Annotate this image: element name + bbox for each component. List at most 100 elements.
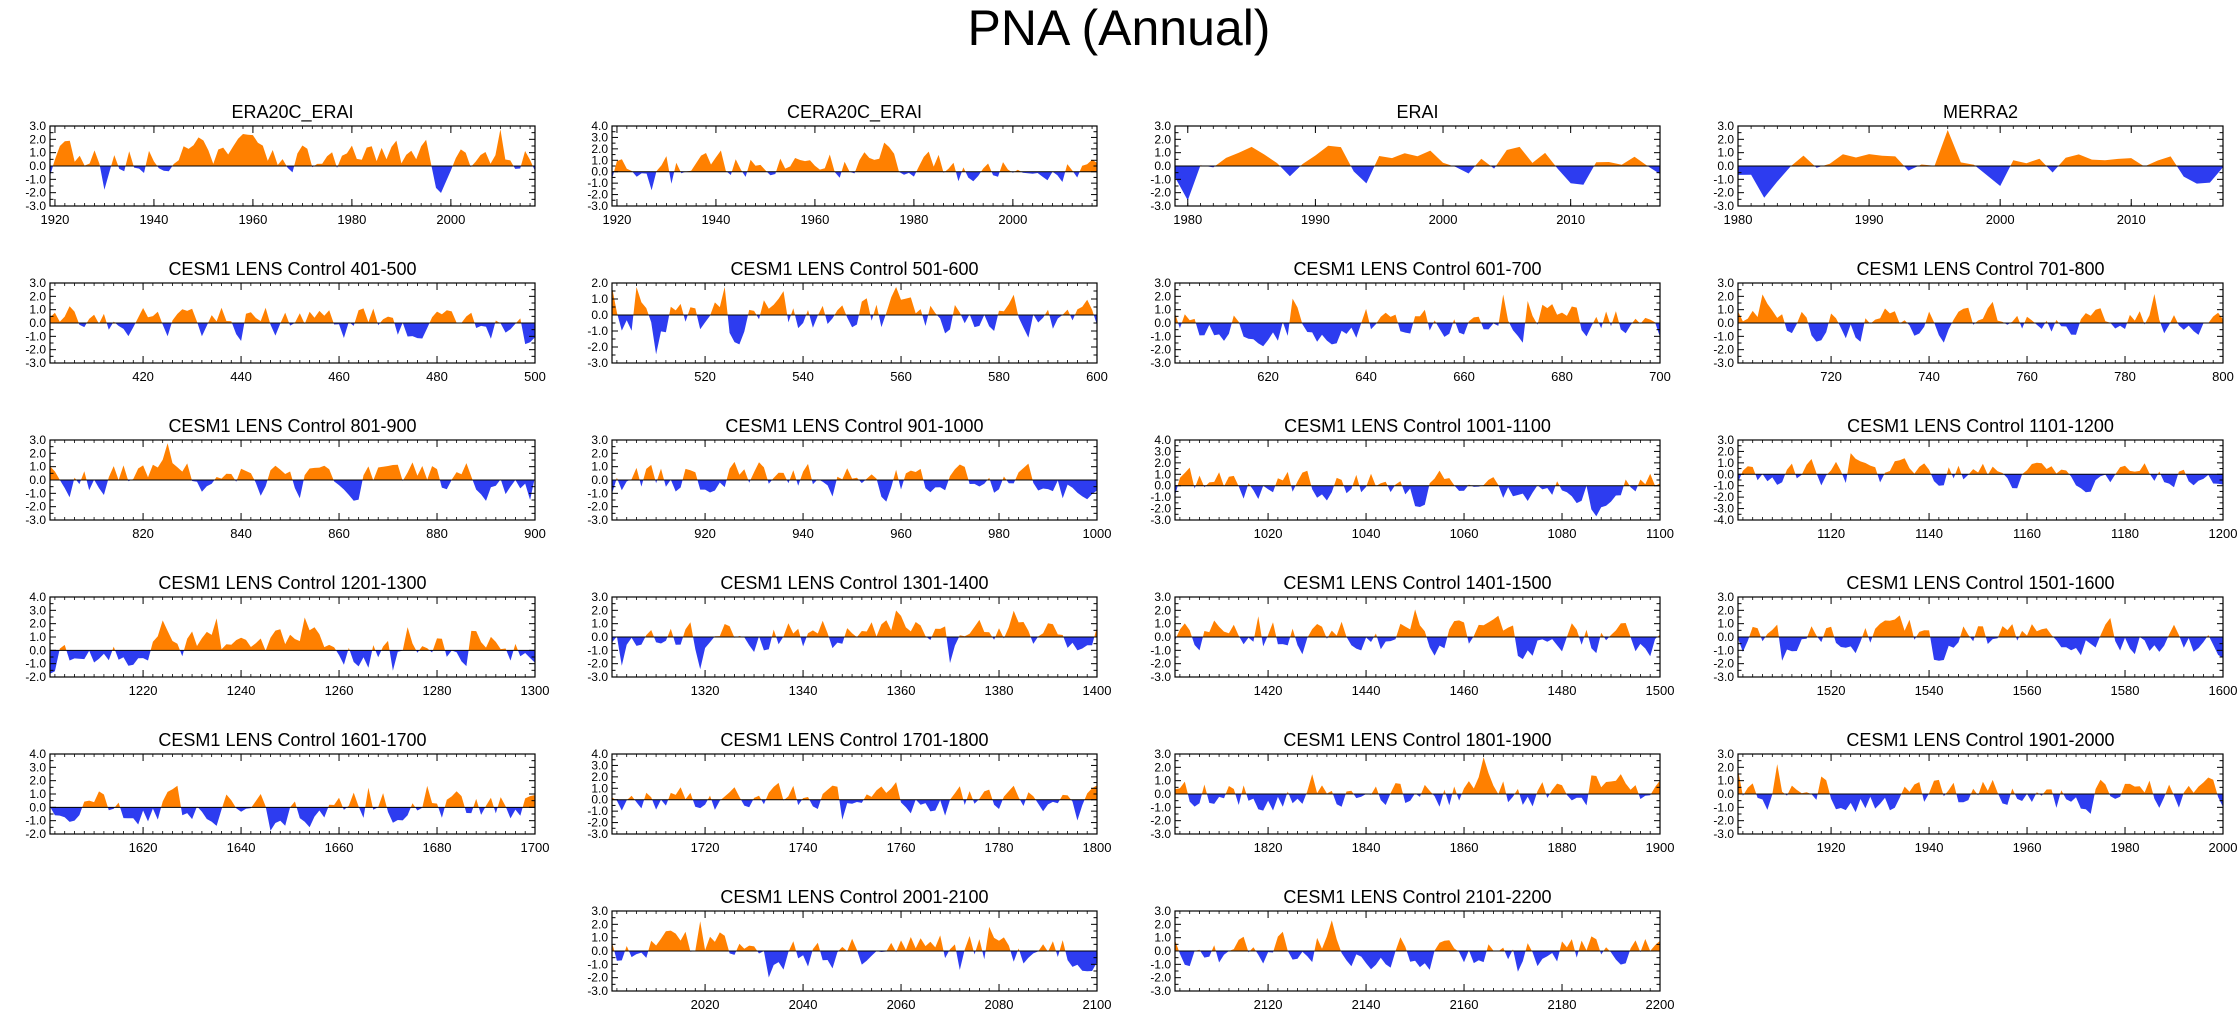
y-tick-label: 2.0	[29, 617, 46, 631]
negative-anomaly-area	[1738, 166, 2223, 198]
y-tick-label: -1.0	[1713, 800, 1734, 814]
chart-panel: ERA20C_ERAI -3.0-2.0-1.00.01.02.03.0 1920 1…	[25, 102, 536, 227]
y-tick-label: 3.0	[591, 904, 608, 918]
x-tick-label: 1600	[2209, 683, 2238, 698]
y-tick-label: 3.0	[591, 433, 608, 447]
panel-title: CESM1 LENS Control 1701-1800	[720, 730, 988, 750]
x-tick-label: 2080	[985, 997, 1014, 1012]
x-tick-label: 1100	[1646, 526, 1674, 541]
panel-title: CESM1 LENS Control 901-1000	[725, 416, 983, 436]
y-tick-label: -1.0	[587, 643, 608, 657]
x-tick-label: 1940	[701, 212, 730, 227]
x-tick-label: 520	[694, 369, 716, 384]
y-tick-label: 0.0	[29, 643, 46, 657]
x-tick-label: 2120	[1254, 997, 1283, 1012]
y-tick-label: 1.0	[1717, 146, 1734, 160]
y-tick-label: -1.0	[1150, 800, 1171, 814]
y-tick-label: 3.0	[1154, 904, 1171, 918]
y-tick-label: 3.0	[29, 760, 46, 774]
x-tick-label: 1640	[227, 840, 256, 855]
y-tick-label: 4.0	[591, 747, 608, 761]
y-tick-label: 3.0	[591, 130, 608, 144]
y-tick-label: -3.0	[25, 513, 46, 527]
y-tick-label: -2.0	[25, 827, 46, 841]
y-tick-label: 0.0	[1717, 316, 1734, 330]
panel-title: CESM1 LENS Control 501-600	[730, 259, 978, 279]
x-tick-label: 760	[2016, 369, 2038, 384]
x-tick-label: 1300	[521, 683, 550, 698]
chart-panel: CESM1 LENS Control 1501-1600 -3.0-2.0-1.0…	[1713, 573, 2237, 698]
x-tick-label: 1560	[2013, 683, 2042, 698]
x-tick-label: 2000	[1429, 212, 1458, 227]
y-tick-label: -3.0	[587, 199, 608, 213]
negative-anomaly-area	[1175, 323, 1660, 347]
x-tick-label: 1660	[325, 840, 354, 855]
y-tick-label: 0.0	[1154, 630, 1171, 644]
chart-panel: CESM1 LENS Control 2001-2100 -3.0-2.0-1.0…	[587, 887, 1111, 1012]
y-tick-label: 0.0	[1717, 467, 1734, 481]
x-tick-label: 920	[694, 526, 716, 541]
panel-title: CESM1 LENS Control 1201-1300	[158, 573, 426, 593]
x-tick-label: 660	[1453, 369, 1475, 384]
positive-anomaly-area	[1175, 757, 1660, 794]
x-tick-label: 1500	[1646, 683, 1675, 698]
x-tick-label: 1520	[1817, 683, 1846, 698]
y-tick-label: 3.0	[1717, 590, 1734, 604]
x-tick-label: 460	[328, 369, 350, 384]
panel-title: CESM1 LENS Control 801-900	[168, 416, 416, 436]
x-tick-label: 1080	[1548, 526, 1577, 541]
y-tick-label: 3.0	[591, 590, 608, 604]
y-tick-label: -1.0	[1150, 957, 1171, 971]
x-tick-label: 2000	[998, 212, 1027, 227]
y-tick-label: 0.0	[29, 800, 46, 814]
chart-panel: MERRA2 -3.0-2.0-1.00.01.02.03.0 1980 1990 20…	[1713, 102, 2224, 227]
y-tick-label: 1.0	[1154, 146, 1171, 160]
x-tick-label: 1980	[2111, 840, 2140, 855]
x-tick-label: 420	[132, 369, 154, 384]
y-tick-label: -3.0	[25, 199, 46, 213]
chart-panel: CESM1 LENS Control 501-600 -3.0 -2.0 -1.0 0.…	[587, 259, 1108, 384]
y-tick-label: 2.0	[591, 446, 608, 460]
y-tick-label: 0.0	[1154, 159, 1171, 173]
plot-frame	[49, 753, 536, 835]
panel-title: MERRA2	[1943, 102, 2018, 122]
x-tick-label: 1160	[2013, 526, 2041, 541]
plot-frame	[1737, 439, 2224, 521]
y-tick-label: -3.0	[1150, 199, 1171, 213]
positive-anomaly-area	[612, 782, 1097, 800]
chart-panel: CESM1 LENS Control 601-700 -3.0-2.0-1.00.…	[1150, 259, 1671, 384]
panel-title: ERA20C_ERAI	[231, 102, 353, 123]
panel-title: CESM1 LENS Control 2101-2200	[1283, 887, 1551, 907]
y-tick-label: 2.0	[29, 289, 46, 303]
x-tick-label: 2100	[1083, 997, 1112, 1012]
x-tick-label: 1920	[1817, 840, 1846, 855]
y-tick-label: -1.0	[587, 176, 608, 190]
y-tick-label: 1.0	[591, 781, 608, 795]
x-tick-label: 1780	[985, 840, 1014, 855]
y-tick-label: 1.0	[1154, 931, 1171, 945]
x-tick-label: 1140	[1915, 526, 1943, 541]
x-tick-label: 740	[1918, 369, 1940, 384]
x-tick-label: 440	[230, 369, 252, 384]
y-tick-label: -1.0	[1713, 643, 1734, 657]
x-tick-label: 780	[2114, 369, 2136, 384]
y-tick-label: -3.0	[1713, 827, 1734, 841]
x-tick-label: 2140	[1352, 997, 1381, 1012]
positive-anomaly-area	[50, 129, 535, 166]
x-tick-label: 2020	[691, 997, 720, 1012]
panel-title: CESM1 LENS Control 701-800	[1856, 259, 2104, 279]
x-tick-label: 2010	[2117, 212, 2146, 227]
panel-title: CESM1 LENS Control 1901-2000	[1846, 730, 2114, 750]
y-tick-label: 1.0	[1717, 617, 1734, 631]
y-tick-label: -2.0	[1150, 814, 1171, 828]
y-tick-label: 3.0	[591, 758, 608, 772]
y-tick-label: 1.0	[29, 146, 46, 160]
chart-panel: CESM1 LENS Control 1901-2000 -3.0-2.0-1.0…	[1713, 730, 2237, 855]
y-tick-label: 3.0	[1154, 747, 1171, 761]
panel-title: CESM1 LENS Control 1601-1700	[158, 730, 426, 750]
x-tick-label: 1120	[1817, 526, 1845, 541]
y-tick-label: 0.0	[1154, 787, 1171, 801]
y-tick-label: -2.0	[1713, 490, 1734, 504]
x-tick-label: 860	[328, 526, 350, 541]
y-tick-label: 3.0	[29, 119, 46, 133]
